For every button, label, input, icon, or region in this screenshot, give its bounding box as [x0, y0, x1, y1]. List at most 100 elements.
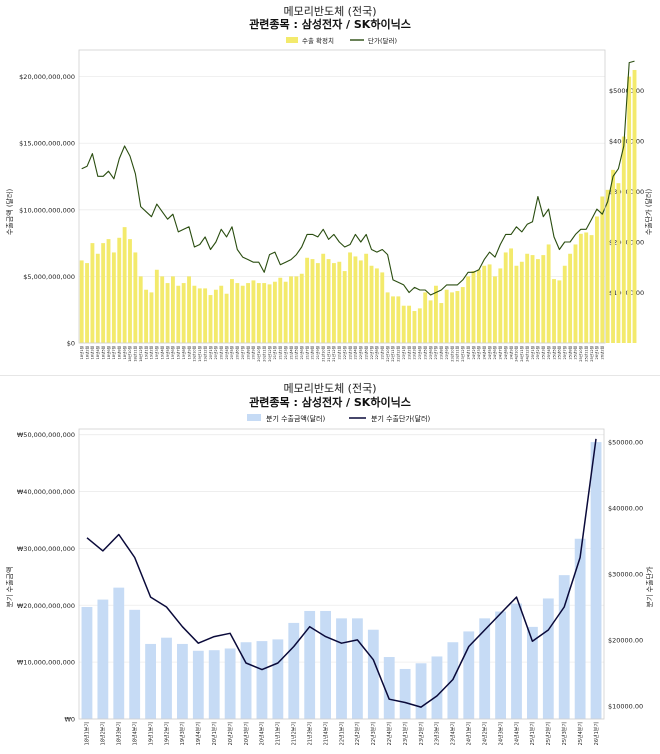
- x-tick-label: 20년8월: [245, 346, 250, 359]
- y-tick-label: ₩20,000,000,000: [17, 602, 75, 610]
- x-tick-label: 24년12월: [524, 346, 529, 362]
- bar: [511, 603, 522, 719]
- x-tick-label: 24년1분기: [466, 722, 473, 745]
- bar: [519, 261, 524, 343]
- bar: [527, 626, 538, 719]
- bar: [380, 272, 385, 343]
- x-tick-label: 21년8월: [310, 346, 315, 359]
- x-tick-label: 18년4월: [95, 346, 100, 359]
- x-tick-label: 21년4월: [288, 346, 293, 359]
- bar: [326, 259, 331, 343]
- x-tick-label: 21년11월: [326, 346, 331, 362]
- x-tick-label: 23년6월: [428, 346, 433, 359]
- bar: [197, 288, 202, 343]
- x-tick-label: 19년2분기: [163, 722, 170, 745]
- bar: [558, 575, 570, 719]
- x-tick-label: 19년4분기: [195, 722, 202, 745]
- bar: [503, 252, 508, 343]
- x-tick-label: 23년7월: [433, 346, 438, 359]
- bar: [541, 255, 546, 343]
- x-tick-label: 19년7월: [176, 346, 181, 359]
- bar: [154, 269, 159, 343]
- x-tick-label: 20년11월: [261, 346, 266, 362]
- bar: [128, 239, 132, 343]
- x-tick-label: 18년8월: [117, 346, 122, 359]
- bar: [428, 300, 433, 343]
- chart2-plot-frame: [78, 428, 605, 720]
- bar: [530, 255, 535, 343]
- x-tick-label: 26년2월: [600, 346, 605, 359]
- x-tick-label: 20년1분기: [211, 722, 218, 745]
- chart1-legend-line-label: 단가(달러): [368, 36, 397, 45]
- x-tick-label: 26년1분기: [593, 722, 600, 745]
- bar: [246, 283, 251, 343]
- bar: [208, 295, 213, 343]
- bar: [385, 292, 390, 343]
- x-tick-label: 25년8월: [567, 346, 572, 359]
- bar: [144, 289, 149, 343]
- chart1-legend: 수출 확정치 단가(달러): [286, 36, 397, 45]
- x-tick-label: 23년1월: [401, 346, 406, 359]
- bar: [447, 642, 459, 719]
- x-tick-label: 22년6월: [363, 346, 368, 359]
- y-tick-label: $20,000,000,000: [19, 73, 75, 81]
- x-tick-label: 24년4분기: [513, 722, 520, 745]
- bar: [208, 650, 220, 719]
- x-tick-label: 25년3월: [541, 346, 546, 359]
- bar: [535, 259, 540, 343]
- chart1-legend-bar-swatch: [286, 37, 298, 43]
- x-tick-label: 21년2분기: [291, 722, 298, 745]
- bar: [466, 276, 471, 343]
- y2-tick-label: $30000.00: [609, 188, 644, 196]
- bar: [423, 292, 428, 343]
- bar: [160, 276, 165, 343]
- bar: [81, 606, 93, 719]
- chart-separator: [0, 375, 660, 376]
- x-tick-label: 24년8월: [503, 346, 508, 359]
- bar: [256, 283, 261, 343]
- bar: [224, 648, 236, 719]
- bar: [161, 637, 172, 719]
- chart2-legend-bar-label: 분기 수출금액(달러): [266, 414, 325, 423]
- bar: [616, 183, 621, 343]
- x-tick-label: 19년6월: [170, 346, 175, 359]
- bar: [219, 285, 224, 343]
- bar: [600, 196, 605, 343]
- y2-tick-label: $20000.00: [608, 636, 643, 644]
- bar: [305, 257, 310, 343]
- x-tick-label: 21년3분기: [306, 722, 313, 745]
- chart1-y-axis-label: 수출금액 (달러): [5, 189, 14, 236]
- x-tick-label: 21년4분기: [322, 722, 329, 745]
- bar: [482, 265, 487, 343]
- y-tick-label: $5,000,000,000: [23, 273, 75, 281]
- bar: [493, 276, 497, 343]
- bar: [272, 639, 284, 719]
- x-tick-label: 19년9월: [186, 346, 191, 359]
- x-tick-label: 22년3월: [347, 346, 352, 359]
- bar: [471, 271, 476, 343]
- x-tick-label: 20년12월: [267, 346, 272, 362]
- bar: [79, 260, 84, 343]
- x-tick-label: 23년2분기: [418, 722, 425, 745]
- bar: [336, 618, 347, 719]
- x-tick-label: 23년3월: [412, 346, 417, 359]
- bar: [589, 235, 594, 343]
- y-tick-label: ₩0: [64, 716, 75, 724]
- x-tick-label: 24년11월: [519, 346, 524, 362]
- x-tick-label: 20년7월: [240, 346, 245, 359]
- x-tick-label: 25년2월: [535, 346, 540, 359]
- x-tick-label: 26년1월: [594, 346, 599, 359]
- bar: [117, 237, 122, 343]
- x-tick-label: 24년2분기: [481, 722, 488, 745]
- bar: [348, 252, 352, 343]
- x-tick-label: 25년5월: [551, 346, 556, 359]
- x-tick-label: 21년5월: [294, 346, 299, 359]
- x-tick-label: 18년6월: [106, 346, 111, 359]
- x-tick-label: 19년3분기: [179, 722, 186, 745]
- x-tick-label: 22년4월: [353, 346, 358, 359]
- bar: [574, 538, 586, 719]
- x-tick-label: 25년9월: [573, 346, 578, 359]
- x-tick-label: 24년2월: [471, 346, 476, 359]
- chart1-y2-axis-label: 수출단가 (달러): [644, 189, 653, 236]
- x-tick-label: 21년1분기: [275, 722, 282, 745]
